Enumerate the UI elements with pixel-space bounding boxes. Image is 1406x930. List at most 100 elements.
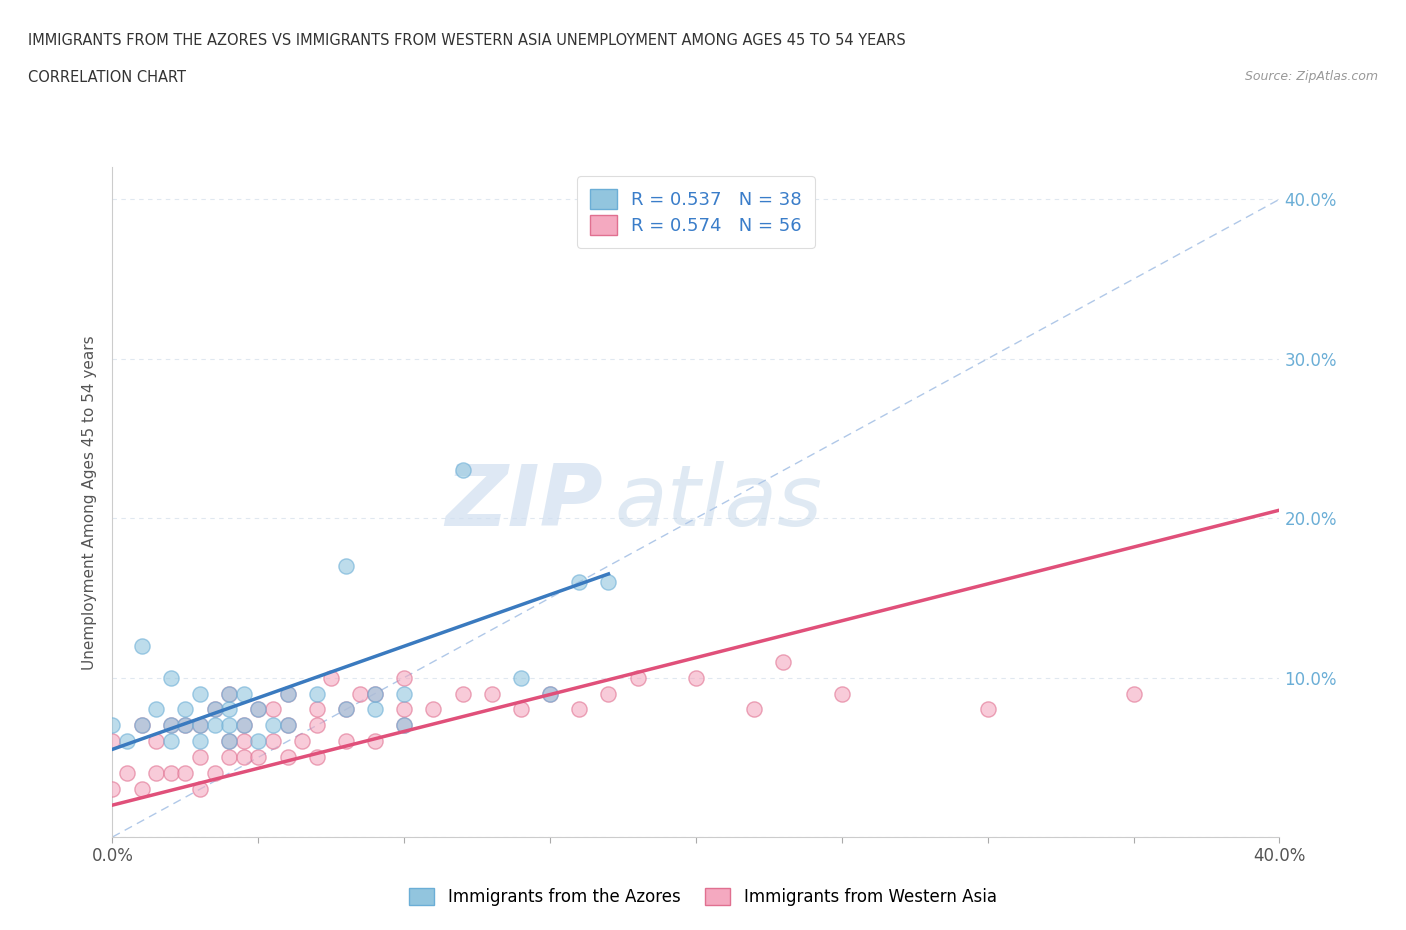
Point [335, 702, 357, 717]
Point [262, 734, 284, 749]
Point [218, 718, 240, 733]
Point [232, 686, 254, 701]
Point [115, 765, 138, 780]
Point [204, 702, 226, 717]
Point [364, 734, 387, 749]
Text: ZIP: ZIP [444, 460, 603, 544]
Point [160, 671, 183, 685]
Point [276, 686, 298, 701]
Point [392, 702, 416, 717]
Point [232, 750, 254, 764]
Point [392, 718, 416, 733]
Point [392, 718, 416, 733]
Point [218, 734, 240, 749]
Point [188, 686, 211, 701]
Point [772, 654, 794, 669]
Point [422, 702, 444, 717]
Point [218, 734, 240, 749]
Point [305, 686, 328, 701]
Point [204, 702, 226, 717]
Point [115, 734, 138, 749]
Point [364, 686, 387, 701]
Point [145, 702, 167, 717]
Point [335, 559, 357, 574]
Point [101, 718, 124, 733]
Point [568, 575, 591, 590]
Point [364, 702, 387, 717]
Point [174, 718, 197, 733]
Point [145, 765, 167, 780]
Point [247, 734, 270, 749]
Point [218, 750, 240, 764]
Point [218, 686, 240, 701]
Point [276, 718, 298, 733]
Point [598, 686, 620, 701]
Point [509, 671, 531, 685]
Point [160, 765, 183, 780]
Point [626, 671, 648, 685]
Point [598, 575, 620, 590]
Point [568, 702, 591, 717]
Point [188, 718, 211, 733]
Point [188, 782, 211, 797]
Point [188, 718, 211, 733]
Y-axis label: Unemployment Among Ages 45 to 54 years: Unemployment Among Ages 45 to 54 years [82, 335, 97, 670]
Point [305, 702, 328, 717]
Point [232, 718, 254, 733]
Point [218, 702, 240, 717]
Point [451, 686, 474, 701]
Point [335, 702, 357, 717]
Point [276, 750, 298, 764]
Point [305, 750, 328, 764]
Text: atlas: atlas [614, 460, 823, 544]
Point [392, 686, 416, 701]
Text: IMMIGRANTS FROM THE AZORES VS IMMIGRANTS FROM WESTERN ASIA UNEMPLOYMENT AMONG AG: IMMIGRANTS FROM THE AZORES VS IMMIGRANTS… [28, 33, 905, 47]
Point [538, 686, 561, 701]
Point [291, 734, 314, 749]
Point [276, 718, 298, 733]
Point [335, 734, 357, 749]
Point [131, 718, 153, 733]
Point [451, 463, 474, 478]
Point [145, 734, 167, 749]
Point [174, 718, 197, 733]
Point [1122, 686, 1144, 701]
Point [218, 686, 240, 701]
Text: Source: ZipAtlas.com: Source: ZipAtlas.com [1244, 70, 1378, 83]
Point [349, 686, 371, 701]
Point [101, 782, 124, 797]
Point [188, 750, 211, 764]
Point [392, 671, 416, 685]
Point [232, 734, 254, 749]
Point [174, 765, 197, 780]
Legend: Immigrants from the Azores, Immigrants from Western Asia: Immigrants from the Azores, Immigrants f… [402, 881, 1004, 912]
Point [188, 734, 211, 749]
Point [247, 750, 270, 764]
Point [262, 702, 284, 717]
Text: CORRELATION CHART: CORRELATION CHART [28, 70, 186, 85]
Point [262, 718, 284, 733]
Point [976, 702, 998, 717]
Point [174, 702, 197, 717]
Point [364, 686, 387, 701]
Point [305, 718, 328, 733]
Point [247, 702, 270, 717]
Point [131, 638, 153, 653]
Point [204, 718, 226, 733]
Point [232, 718, 254, 733]
Point [276, 686, 298, 701]
Point [742, 702, 765, 717]
Point [131, 782, 153, 797]
Legend: R = 0.537   N = 38, R = 0.574   N = 56: R = 0.537 N = 38, R = 0.574 N = 56 [578, 177, 814, 247]
Point [321, 671, 343, 685]
Point [685, 671, 707, 685]
Point [101, 734, 124, 749]
Point [160, 734, 183, 749]
Point [509, 702, 531, 717]
Point [538, 686, 561, 701]
Point [204, 765, 226, 780]
Point [160, 718, 183, 733]
Point [131, 718, 153, 733]
Point [831, 686, 853, 701]
Point [247, 702, 270, 717]
